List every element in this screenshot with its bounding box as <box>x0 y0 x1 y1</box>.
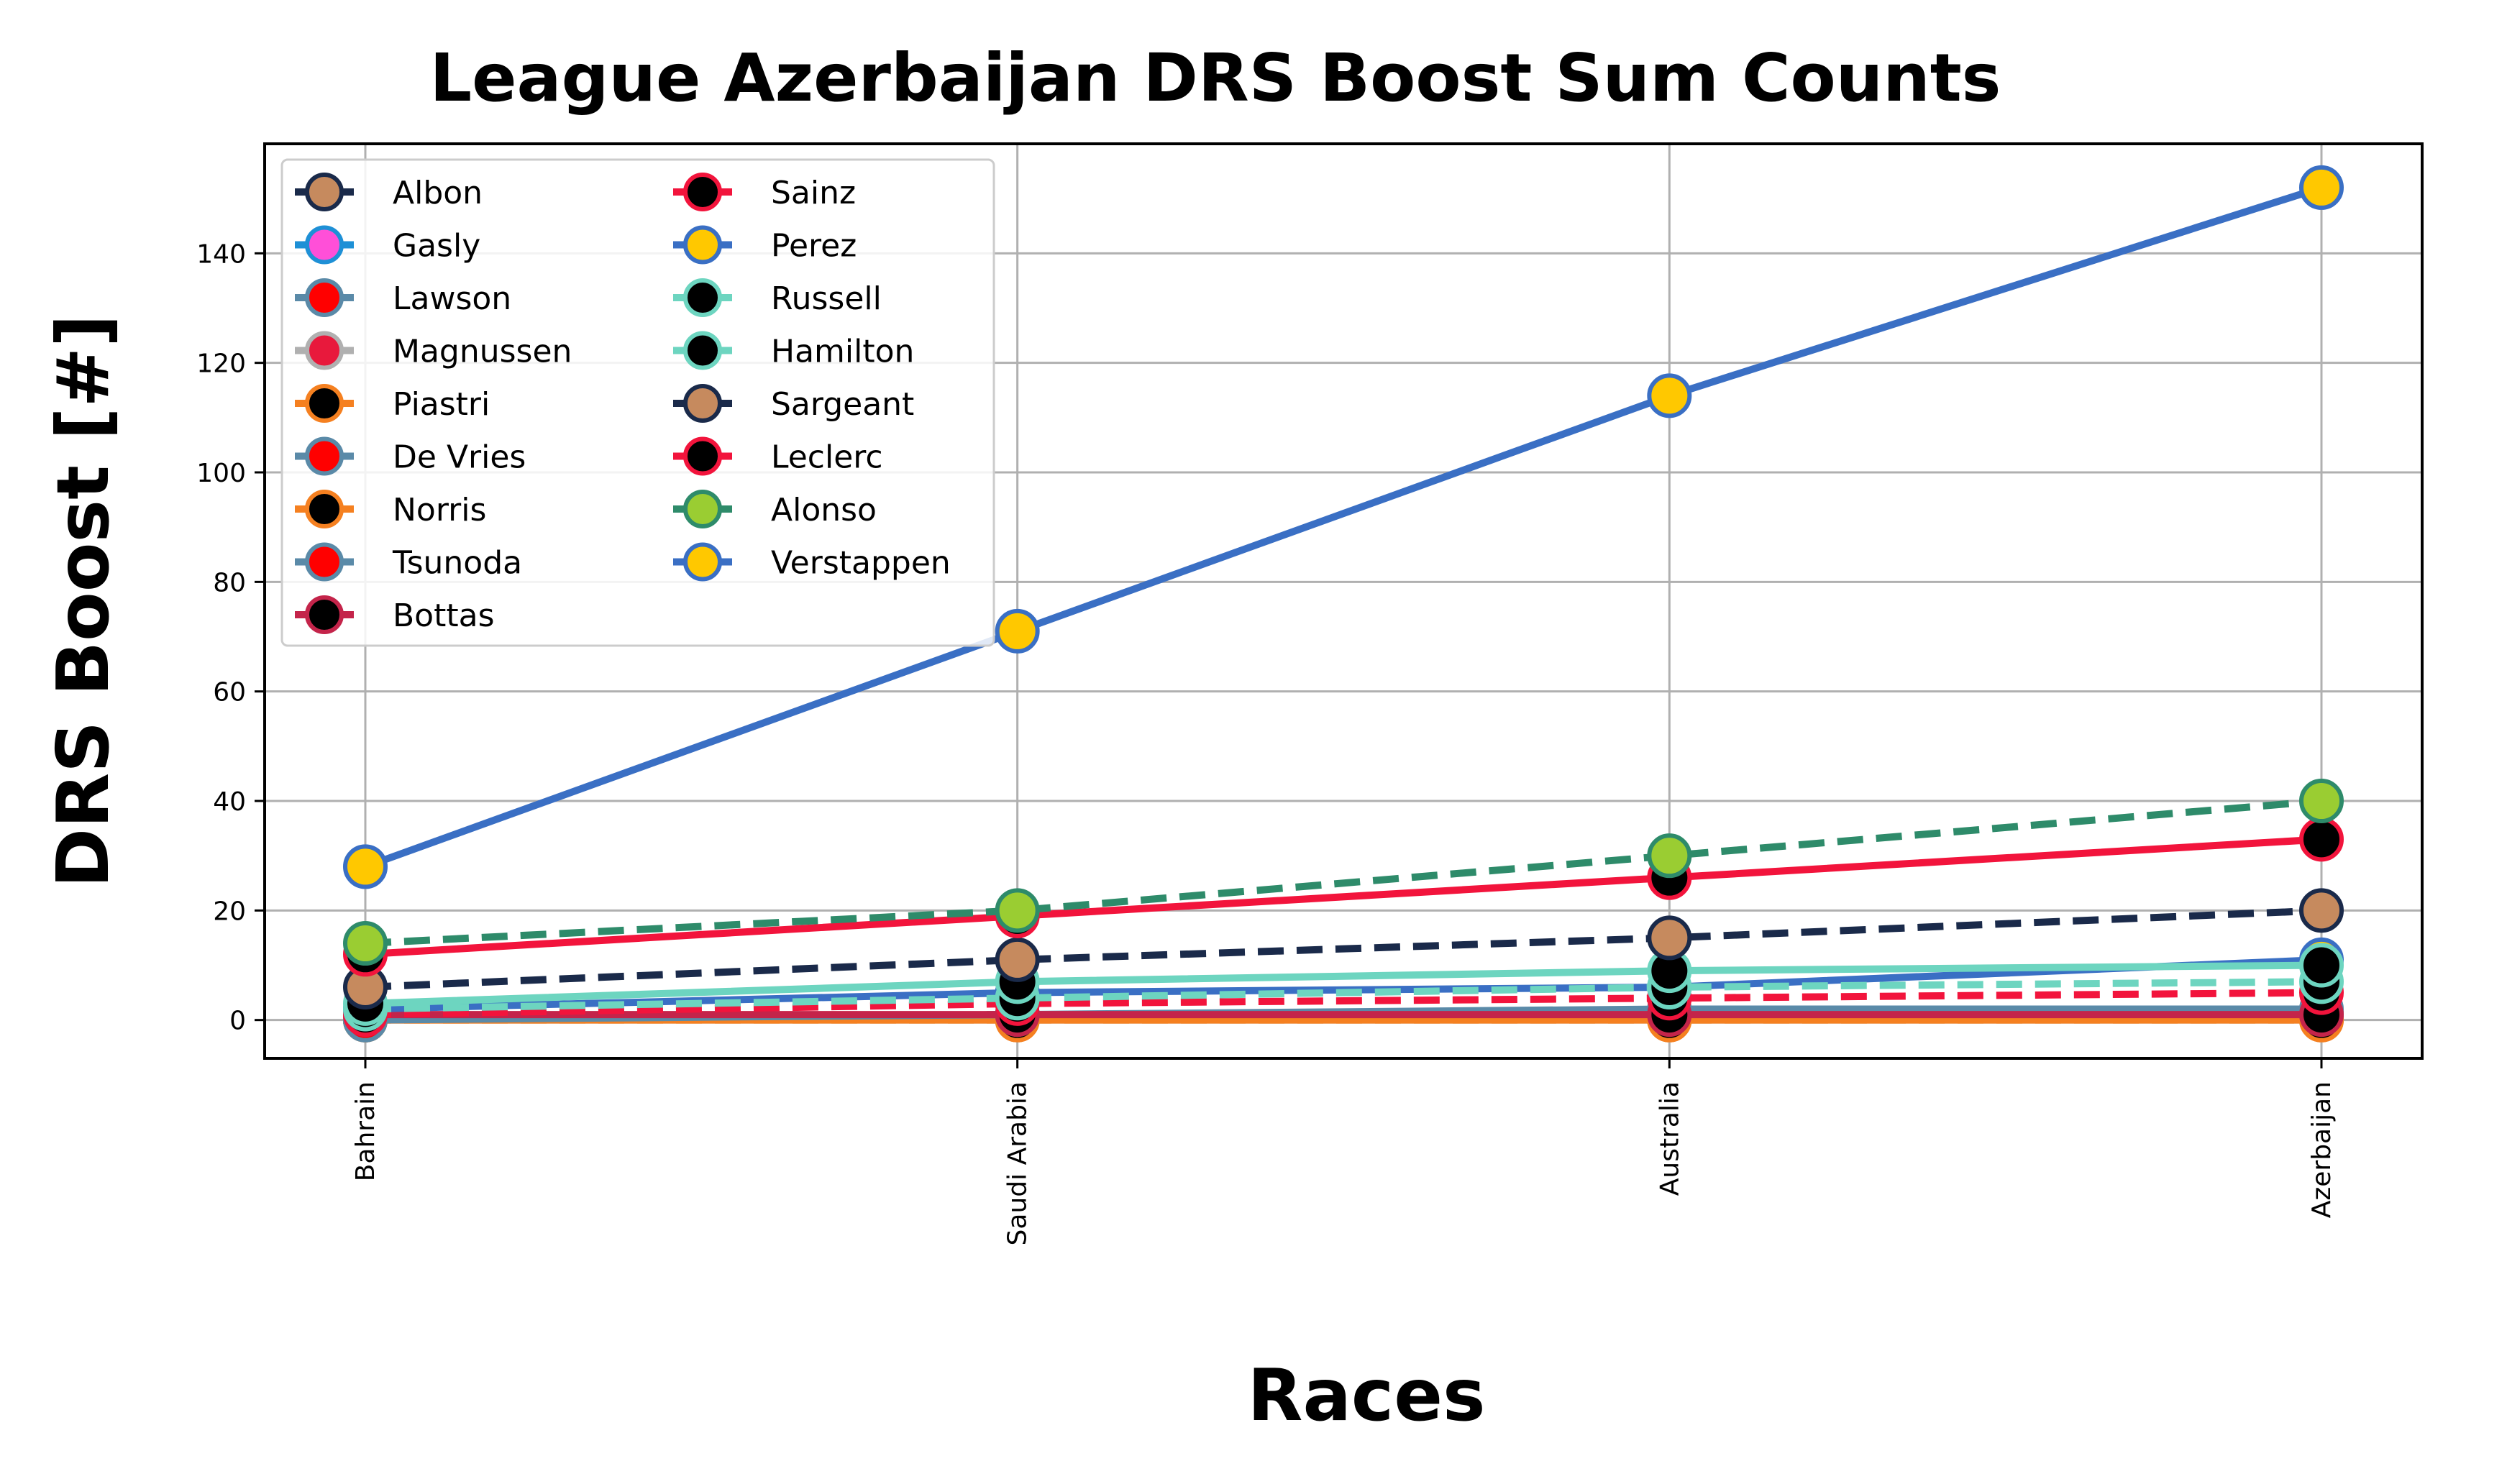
legend-swatch-marker <box>305 436 344 476</box>
data-point <box>2299 943 2344 988</box>
legend-item: Hamilton <box>673 331 914 370</box>
plot-area <box>343 165 2344 1043</box>
data-point <box>2299 165 2344 210</box>
series-line <box>365 989 2322 1019</box>
legend-swatch-marker <box>305 384 344 423</box>
legend-label: Lawson <box>393 280 511 317</box>
legend-item: Magnussen <box>295 331 572 370</box>
legend-swatch-marker <box>305 173 344 211</box>
legend-swatch-marker <box>683 542 722 582</box>
legend-swatch-marker <box>683 331 722 370</box>
data-point <box>343 844 388 889</box>
legend-item: Leclerc <box>673 436 883 476</box>
legend-item: Alonso <box>673 490 877 528</box>
series-line <box>365 978 2322 1013</box>
legend-item: Sargeant <box>673 384 914 423</box>
legend-item: Russell <box>673 278 882 317</box>
legend-swatch-marker <box>305 278 344 317</box>
series-line <box>365 835 2322 958</box>
legend-label: Norris <box>393 492 486 528</box>
legend-label: Piastri <box>393 386 490 423</box>
legend-swatch-marker <box>305 490 344 528</box>
legend-swatch-marker <box>683 173 722 211</box>
chart-title: League Azerbaijan DRS Boost Sum Counts <box>430 40 2001 116</box>
series-line <box>365 797 2322 948</box>
data-point <box>1647 915 1692 961</box>
data-point <box>2299 817 2344 862</box>
x-tick-label: Azerbaijan <box>2307 1081 2337 1218</box>
data-point <box>2299 888 2344 933</box>
legend-swatch-marker <box>305 331 344 370</box>
legend-item: Gasly <box>295 225 480 265</box>
legend-swatch-marker <box>305 542 344 582</box>
legend-item: De Vries <box>295 436 526 476</box>
legend-label: Leclerc <box>771 439 883 476</box>
legend-label: Perez <box>771 228 857 265</box>
legend-label: Sainz <box>771 175 856 211</box>
x-axis: Bahrain Saudi Arabia Australia Azerbaijan <box>351 1058 2337 1245</box>
legend-label: Sargeant <box>771 386 914 423</box>
legend-label: Bottas <box>393 597 495 634</box>
y-tick-label: 20 <box>213 897 246 926</box>
y-tick-label: 40 <box>213 787 246 817</box>
data-point <box>995 888 1040 933</box>
y-tick-label: 120 <box>196 349 246 379</box>
legend-swatch-marker <box>683 384 722 423</box>
data-point <box>343 921 388 966</box>
legend-item: Sainz <box>673 173 856 211</box>
data-point <box>995 608 1040 654</box>
legend-label: Magnussen <box>393 334 572 370</box>
legend-swatch-marker <box>305 225 344 265</box>
legend-item: Albon <box>295 173 483 211</box>
legend-swatch-marker <box>683 490 722 528</box>
y-tick-label: 140 <box>196 239 246 269</box>
x-tick-label: Australia <box>1655 1081 1684 1196</box>
series-verstappen <box>343 165 2344 889</box>
legend-swatch-marker <box>305 595 344 634</box>
legend-label: Albon <box>393 175 483 211</box>
legend-swatch-marker <box>683 225 722 265</box>
legend-item: Verstappen <box>673 542 951 582</box>
y-tick-label: 100 <box>196 459 246 488</box>
legend-swatch-marker <box>683 436 722 476</box>
series-line <box>365 907 2322 991</box>
legend-label: De Vries <box>393 439 526 476</box>
legend-label: Tsunoda <box>392 545 522 582</box>
legend-label: Verstappen <box>771 545 951 582</box>
y-tick-label: 0 <box>229 1007 246 1036</box>
x-tick-label: Bahrain <box>351 1081 380 1181</box>
legend-label: Alonso <box>771 492 877 528</box>
y-axis: 0 20 40 60 80 100 120 140 <box>196 239 265 1036</box>
series-line <box>364 184 2323 871</box>
legend-item: Lawson <box>295 278 511 317</box>
legend-item: Perez <box>673 225 857 265</box>
x-tick-label: Saudi Arabia <box>1003 1081 1033 1245</box>
legend-box <box>280 158 995 647</box>
data-point <box>2299 779 2344 824</box>
legend-item: Tsunoda <box>295 542 522 582</box>
data-point <box>1647 373 1692 418</box>
y-tick-label: 60 <box>213 678 246 707</box>
data-point <box>995 937 1040 982</box>
legend-label: Hamilton <box>771 334 914 370</box>
series-line <box>365 961 2322 1007</box>
plot-frame <box>263 142 2424 1060</box>
y-axis-label: DRS Boost [#] <box>41 314 125 888</box>
legend-swatch-marker <box>683 278 722 317</box>
x-axis-label: Races <box>1247 1353 1485 1437</box>
series-alonso <box>343 779 2344 966</box>
legend-item: Bottas <box>295 595 495 634</box>
legend-item: Norris <box>295 490 486 528</box>
series-sargeant <box>343 888 2344 1009</box>
legend: Albon Gasly Lawson Magnussen Piastri De Vries… <box>280 158 995 647</box>
legend-label: Gasly <box>393 228 480 265</box>
y-tick-label: 80 <box>213 568 246 597</box>
legend-label: Russell <box>771 280 882 317</box>
data-point <box>1647 833 1692 879</box>
legend-item: Piastri <box>295 384 490 423</box>
